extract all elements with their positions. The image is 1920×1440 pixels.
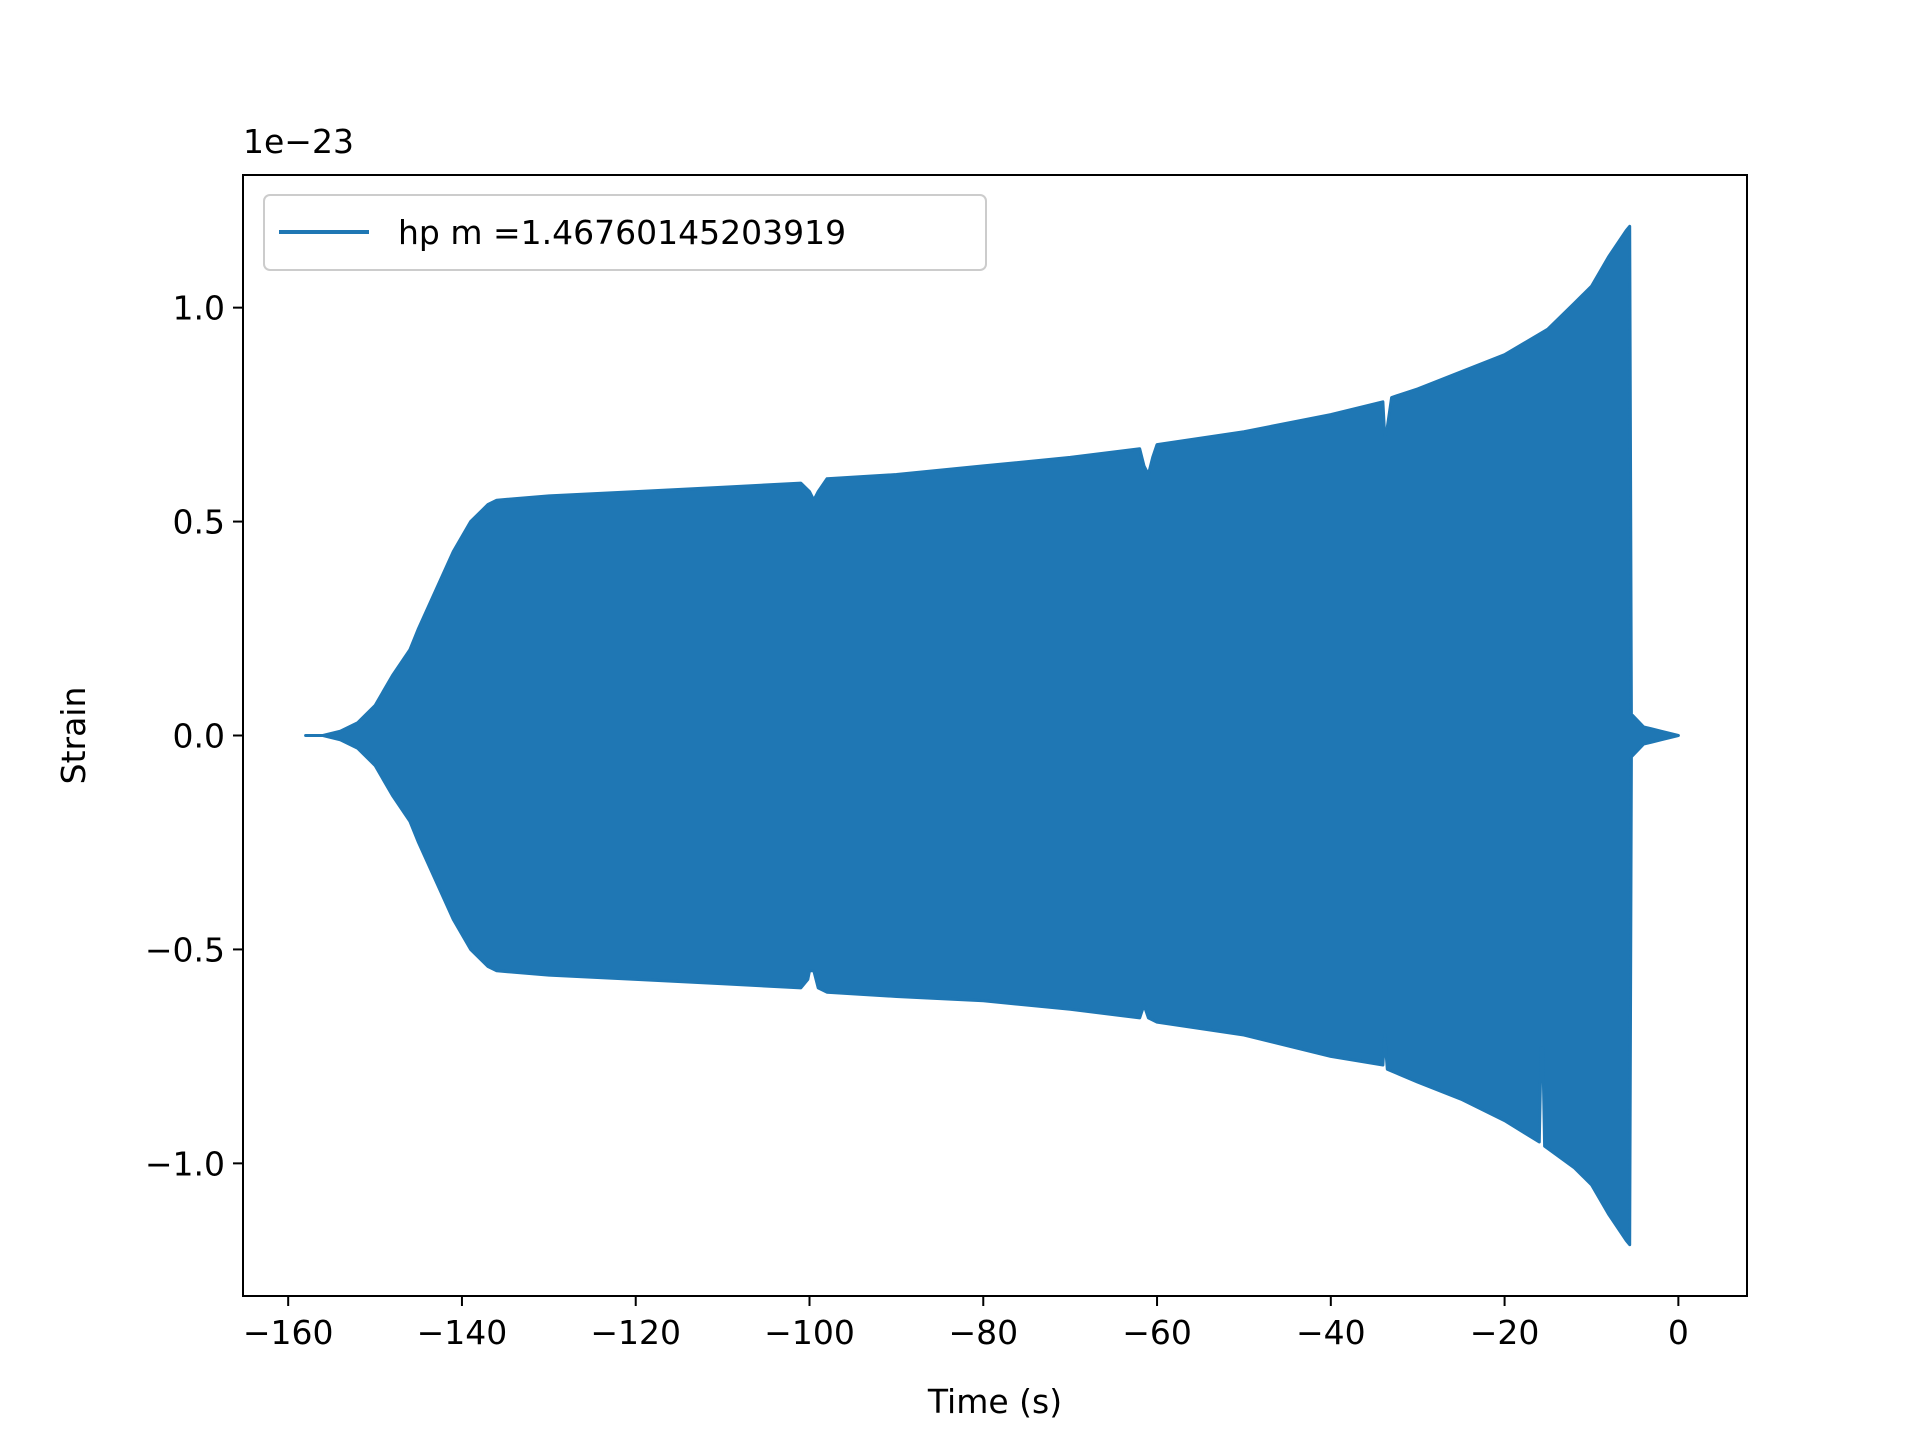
x-tick-label: −20: [1470, 1313, 1540, 1352]
y-axis-label: Strain: [54, 687, 93, 785]
legend-box: [263, 194, 987, 271]
legend: hp m =1.46760145203919: [263, 194, 987, 271]
x-tick-label: −160: [243, 1313, 334, 1352]
x-tick-label: −60: [1122, 1313, 1192, 1352]
x-tick-label: −40: [1296, 1313, 1366, 1352]
y-tick-label: 0.0: [173, 717, 225, 756]
series-hp-waveform: [304, 224, 1680, 1247]
x-axis: −160 −140 −120 −100 −80 −60 −40 −20 0: [243, 1296, 1689, 1352]
x-tick-label: −100: [764, 1313, 855, 1352]
plot-area: [304, 224, 1680, 1247]
x-tick-label: 0: [1668, 1313, 1689, 1352]
y-tick-label: −0.5: [145, 930, 225, 969]
x-tick-label: −80: [948, 1313, 1018, 1352]
y-tick-label: 1.0: [173, 289, 225, 328]
x-tick-label: −140: [417, 1313, 508, 1352]
y-tick-label: −1.0: [145, 1144, 225, 1183]
x-tick-label: −120: [590, 1313, 681, 1352]
y-tick-label: 0.5: [173, 503, 225, 542]
y-axis: −1.0 −0.5 0.0 0.5 1.0: [145, 289, 243, 1183]
x-axis-label: Time (s): [927, 1382, 1062, 1421]
legend-label-hp: hp m =1.46760145203919: [398, 213, 846, 252]
y-offset-label: 1e−23: [243, 122, 354, 161]
